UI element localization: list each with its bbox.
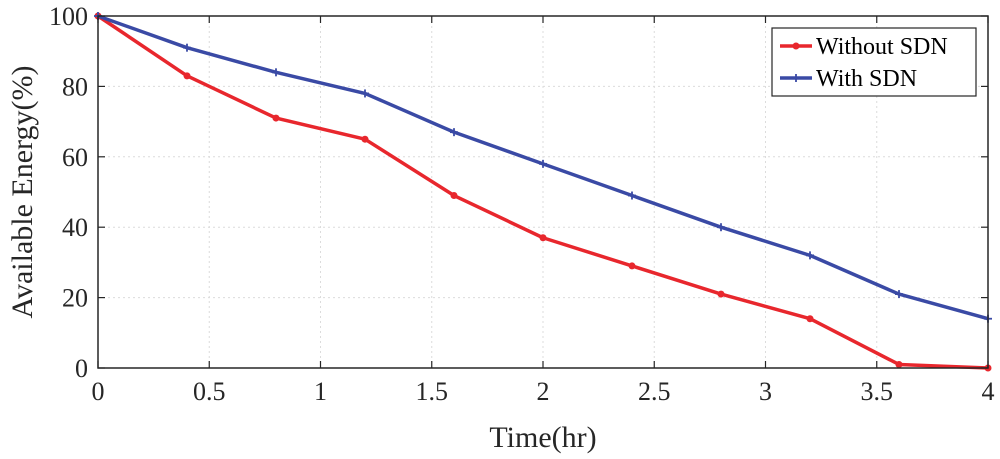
x-tick-label: 2 bbox=[537, 377, 550, 406]
legend-entry: With SDN bbox=[780, 66, 917, 92]
x-axis-title: Time(hr) bbox=[489, 421, 596, 454]
legend-entry: Without SDN bbox=[780, 34, 948, 60]
data-point bbox=[539, 234, 547, 242]
grid bbox=[98, 16, 988, 368]
x-tick-label: 1 bbox=[314, 377, 327, 406]
x-tick-label: 0.5 bbox=[193, 377, 226, 406]
legend-box bbox=[771, 27, 977, 97]
legend-entries: Without SDN With SDN bbox=[780, 34, 948, 92]
data-point bbox=[895, 360, 903, 368]
data-point bbox=[183, 43, 191, 52]
data-point bbox=[272, 114, 280, 122]
x-tick-label: 3 bbox=[759, 377, 772, 406]
data-point bbox=[361, 135, 369, 143]
y-axis-title: Available Energy(%) bbox=[6, 66, 39, 319]
data-point bbox=[272, 68, 280, 77]
legend-marker bbox=[792, 42, 800, 50]
y-tick-label: 60 bbox=[62, 143, 88, 172]
data-point bbox=[717, 290, 725, 298]
data-point bbox=[183, 72, 191, 80]
data-point bbox=[628, 262, 636, 270]
y-tick-label: 40 bbox=[62, 213, 88, 242]
y-tick-label: 80 bbox=[62, 72, 88, 101]
legend-marker bbox=[792, 74, 800, 82]
data-point bbox=[628, 191, 636, 200]
x-tick-label: 4 bbox=[982, 377, 995, 406]
y-tick-label: 100 bbox=[49, 2, 88, 31]
legend-label: Without SDN bbox=[816, 34, 948, 60]
data-point bbox=[806, 251, 814, 260]
data-point bbox=[539, 159, 547, 168]
data-point bbox=[806, 315, 814, 323]
x-tick-label: 0 bbox=[92, 377, 105, 406]
y-tick-label: 0 bbox=[75, 354, 88, 383]
data-point bbox=[450, 128, 458, 137]
legend: Without SDN With SDN bbox=[771, 27, 977, 97]
data-point bbox=[361, 89, 369, 98]
x-tick-label: 3.5 bbox=[861, 377, 894, 406]
y-tick-label: 20 bbox=[62, 284, 88, 313]
x-tick-label: 1.5 bbox=[416, 377, 449, 406]
data-point bbox=[717, 223, 725, 232]
x-tick-label: 2.5 bbox=[638, 377, 671, 406]
data-point bbox=[450, 192, 458, 200]
data-point bbox=[895, 290, 903, 299]
legend-label: With SDN bbox=[816, 66, 917, 92]
